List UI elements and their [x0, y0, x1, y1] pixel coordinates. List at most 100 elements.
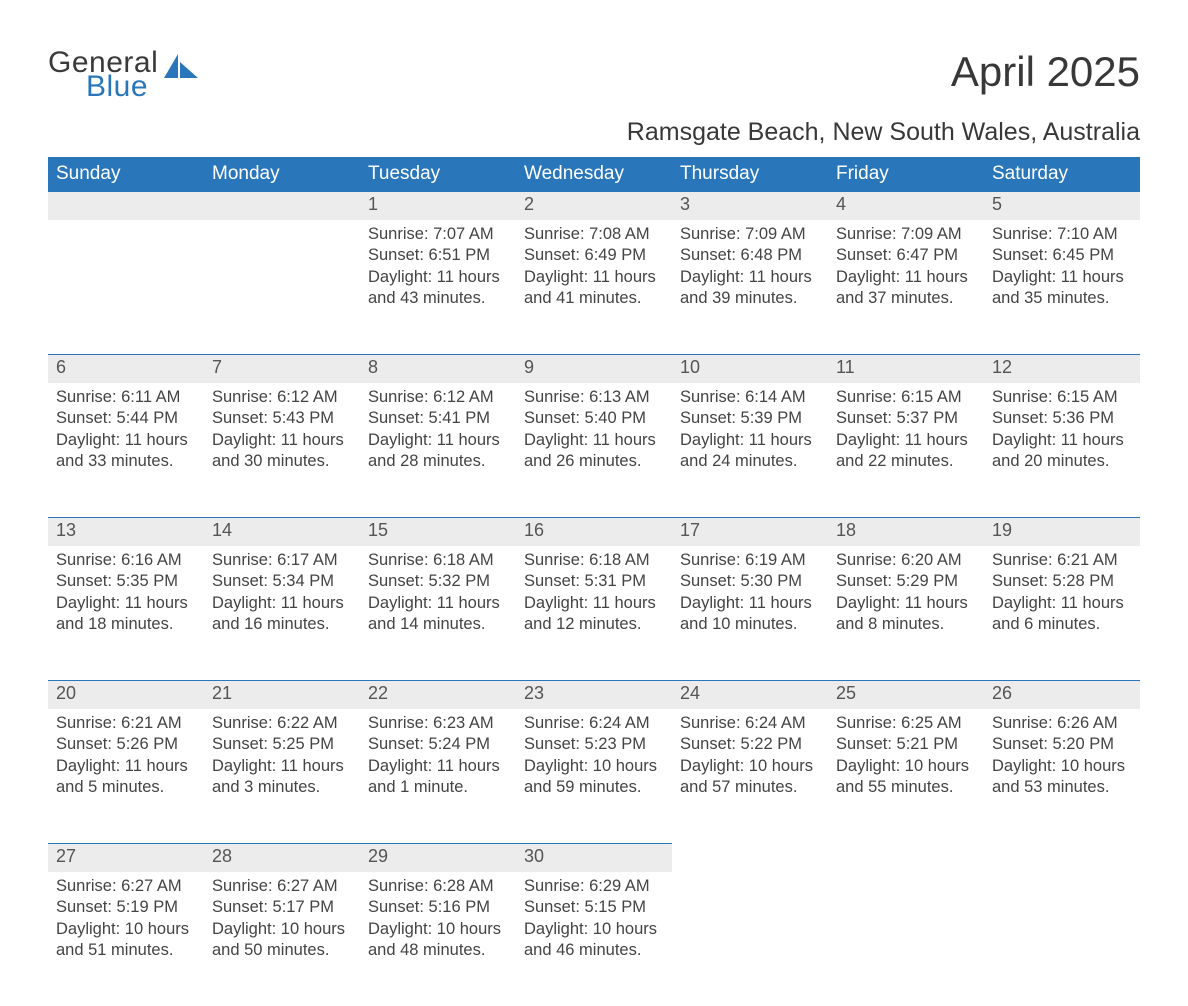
- daylight-line: Daylight: 11 hours and 41 minutes.: [524, 267, 664, 310]
- day-number-cell: 22: [360, 681, 516, 710]
- day-detail-cell: Sunrise: 7:08 AMSunset: 6:49 PMDaylight:…: [516, 220, 672, 355]
- day-detail-cell: Sunrise: 6:12 AMSunset: 5:43 PMDaylight:…: [204, 383, 360, 518]
- day-detail-cell: Sunrise: 7:09 AMSunset: 6:48 PMDaylight:…: [672, 220, 828, 355]
- daylight-line: Daylight: 11 hours and 12 minutes.: [524, 593, 664, 636]
- day-number-cell: 23: [516, 681, 672, 710]
- sunset-line: Sunset: 5:41 PM: [368, 408, 508, 429]
- day-number-cell: 4: [828, 192, 984, 221]
- sunrise-line: Sunrise: 6:12 AM: [212, 387, 352, 408]
- sunrise-line: Sunrise: 6:15 AM: [836, 387, 976, 408]
- sunset-line: Sunset: 5:29 PM: [836, 571, 976, 592]
- daylight-line: Daylight: 11 hours and 24 minutes.: [680, 430, 820, 473]
- sunrise-line: Sunrise: 7:08 AM: [524, 224, 664, 245]
- daylight-line: Daylight: 10 hours and 46 minutes.: [524, 919, 664, 962]
- daylight-line: Daylight: 10 hours and 53 minutes.: [992, 756, 1132, 799]
- sunrise-line: Sunrise: 6:19 AM: [680, 550, 820, 571]
- sunrise-line: Sunrise: 6:20 AM: [836, 550, 976, 571]
- calendar-page: General Blue April 2025 Ramsgate Beach, …: [0, 0, 1188, 918]
- day-number-cell: [672, 844, 828, 873]
- day-detail-cell: Sunrise: 6:21 AMSunset: 5:26 PMDaylight:…: [48, 709, 204, 844]
- day-detail-row: Sunrise: 7:07 AMSunset: 6:51 PMDaylight:…: [48, 220, 1140, 355]
- sunrise-line: Sunrise: 6:13 AM: [524, 387, 664, 408]
- location-subtitle: Ramsgate Beach, New South Wales, Austral…: [48, 118, 1140, 147]
- sunset-line: Sunset: 5:35 PM: [56, 571, 196, 592]
- sunset-line: Sunset: 5:30 PM: [680, 571, 820, 592]
- day-number-cell: [984, 844, 1140, 873]
- day-number-cell: 29: [360, 844, 516, 873]
- day-number-cell: 12: [984, 355, 1140, 384]
- sunrise-line: Sunrise: 7:10 AM: [992, 224, 1132, 245]
- day-number-cell: 2: [516, 192, 672, 221]
- daylight-line: Daylight: 10 hours and 48 minutes.: [368, 919, 508, 962]
- daylight-line: Daylight: 11 hours and 18 minutes.: [56, 593, 196, 636]
- sunset-line: Sunset: 5:17 PM: [212, 897, 352, 918]
- day-detail-cell: Sunrise: 6:27 AMSunset: 5:17 PMDaylight:…: [204, 872, 360, 1006]
- day-detail-cell: Sunrise: 6:13 AMSunset: 5:40 PMDaylight:…: [516, 383, 672, 518]
- daylight-line: Daylight: 11 hours and 6 minutes.: [992, 593, 1132, 636]
- day-number-cell: 19: [984, 518, 1140, 547]
- day-detail-cell: Sunrise: 6:26 AMSunset: 5:20 PMDaylight:…: [984, 709, 1140, 844]
- daylight-line: Daylight: 11 hours and 35 minutes.: [992, 267, 1132, 310]
- weekday-header: Sunday: [48, 157, 204, 192]
- sunset-line: Sunset: 5:23 PM: [524, 734, 664, 755]
- day-number-cell: [48, 192, 204, 221]
- calendar-header: SundayMondayTuesdayWednesdayThursdayFrid…: [48, 157, 1140, 192]
- page-title: April 2025: [951, 48, 1140, 96]
- sunrise-line: Sunrise: 7:07 AM: [368, 224, 508, 245]
- day-detail-cell: Sunrise: 6:17 AMSunset: 5:34 PMDaylight:…: [204, 546, 360, 681]
- daylight-line: Daylight: 11 hours and 30 minutes.: [212, 430, 352, 473]
- sunset-line: Sunset: 5:15 PM: [524, 897, 664, 918]
- day-number-cell: 15: [360, 518, 516, 547]
- day-detail-cell: [828, 872, 984, 1006]
- day-detail-row: Sunrise: 6:21 AMSunset: 5:26 PMDaylight:…: [48, 709, 1140, 844]
- sunrise-line: Sunrise: 6:17 AM: [212, 550, 352, 571]
- day-number-cell: 11: [828, 355, 984, 384]
- sunrise-line: Sunrise: 6:24 AM: [680, 713, 820, 734]
- day-number-cell: 18: [828, 518, 984, 547]
- daylight-line: Daylight: 11 hours and 22 minutes.: [836, 430, 976, 473]
- sunset-line: Sunset: 5:25 PM: [212, 734, 352, 755]
- sunset-line: Sunset: 6:45 PM: [992, 245, 1132, 266]
- day-detail-cell: Sunrise: 6:14 AMSunset: 5:39 PMDaylight:…: [672, 383, 828, 518]
- day-detail-cell: Sunrise: 6:21 AMSunset: 5:28 PMDaylight:…: [984, 546, 1140, 681]
- day-detail-cell: Sunrise: 6:18 AMSunset: 5:31 PMDaylight:…: [516, 546, 672, 681]
- sunrise-line: Sunrise: 6:11 AM: [56, 387, 196, 408]
- weekday-header: Wednesday: [516, 157, 672, 192]
- day-detail-cell: [984, 872, 1140, 1006]
- header-row: General Blue April 2025: [48, 48, 1140, 102]
- logo-text-blue: Blue: [86, 72, 158, 102]
- sunset-line: Sunset: 5:16 PM: [368, 897, 508, 918]
- sunset-line: Sunset: 5:24 PM: [368, 734, 508, 755]
- sunset-line: Sunset: 5:22 PM: [680, 734, 820, 755]
- daylight-line: Daylight: 10 hours and 59 minutes.: [524, 756, 664, 799]
- day-detail-cell: Sunrise: 6:15 AMSunset: 5:37 PMDaylight:…: [828, 383, 984, 518]
- day-detail-cell: [48, 220, 204, 355]
- sunset-line: Sunset: 5:43 PM: [212, 408, 352, 429]
- day-detail-cell: Sunrise: 6:22 AMSunset: 5:25 PMDaylight:…: [204, 709, 360, 844]
- day-detail-cell: Sunrise: 6:24 AMSunset: 5:22 PMDaylight:…: [672, 709, 828, 844]
- day-number-row: 13141516171819: [48, 518, 1140, 547]
- daylight-line: Daylight: 11 hours and 37 minutes.: [836, 267, 976, 310]
- daylight-line: Daylight: 11 hours and 1 minute.: [368, 756, 508, 799]
- sunset-line: Sunset: 5:39 PM: [680, 408, 820, 429]
- day-number-cell: 16: [516, 518, 672, 547]
- day-number-cell: 8: [360, 355, 516, 384]
- weekday-header: Tuesday: [360, 157, 516, 192]
- sunrise-line: Sunrise: 6:16 AM: [56, 550, 196, 571]
- sunrise-line: Sunrise: 6:18 AM: [524, 550, 664, 571]
- daylight-line: Daylight: 11 hours and 20 minutes.: [992, 430, 1132, 473]
- sunset-line: Sunset: 5:31 PM: [524, 571, 664, 592]
- day-number-cell: 30: [516, 844, 672, 873]
- day-detail-cell: Sunrise: 6:25 AMSunset: 5:21 PMDaylight:…: [828, 709, 984, 844]
- day-detail-cell: Sunrise: 6:24 AMSunset: 5:23 PMDaylight:…: [516, 709, 672, 844]
- day-detail-cell: Sunrise: 7:10 AMSunset: 6:45 PMDaylight:…: [984, 220, 1140, 355]
- sunset-line: Sunset: 6:48 PM: [680, 245, 820, 266]
- day-detail-cell: Sunrise: 6:29 AMSunset: 5:15 PMDaylight:…: [516, 872, 672, 1006]
- sunset-line: Sunset: 5:37 PM: [836, 408, 976, 429]
- day-number-row: 20212223242526: [48, 681, 1140, 710]
- logo-sail-icon: [164, 54, 198, 82]
- daylight-line: Daylight: 11 hours and 26 minutes.: [524, 430, 664, 473]
- day-detail-cell: Sunrise: 7:09 AMSunset: 6:47 PMDaylight:…: [828, 220, 984, 355]
- day-number-cell: 17: [672, 518, 828, 547]
- daylight-line: Daylight: 11 hours and 5 minutes.: [56, 756, 196, 799]
